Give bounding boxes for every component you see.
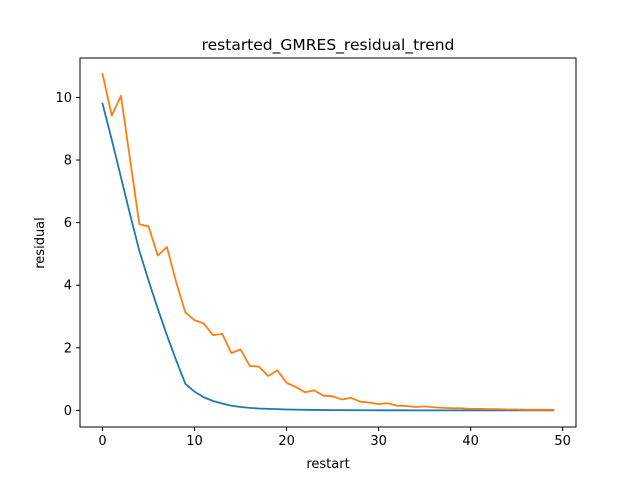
y-axis-label: residual	[33, 217, 48, 269]
x-tick-label: 40	[462, 434, 479, 449]
y-tick-label: 10	[55, 91, 72, 106]
x-tick-label: 10	[186, 434, 203, 449]
x-axis: 0 10 20 30 40 50	[98, 427, 571, 449]
chart-title: restarted_GMRES_residual_trend	[202, 36, 455, 55]
x-tick-label: 50	[554, 434, 571, 449]
x-axis-label: restart	[306, 457, 349, 472]
y-tick-label: 2	[64, 341, 72, 356]
series-line-1	[101, 102, 555, 412]
series-line-2	[101, 72, 555, 411]
y-tick-label: 8	[64, 154, 72, 169]
y-tick-label: 6	[64, 216, 72, 231]
x-tick-label: 30	[370, 434, 387, 449]
series-layer	[101, 72, 555, 412]
x-tick-label: 0	[98, 434, 106, 449]
y-tick-label: 0	[64, 404, 72, 419]
y-axis: 0 2 4 6 8 10	[55, 91, 80, 419]
y-tick-label: 4	[64, 279, 72, 294]
plot-frame	[79, 57, 577, 428]
x-tick-label: 20	[278, 434, 295, 449]
